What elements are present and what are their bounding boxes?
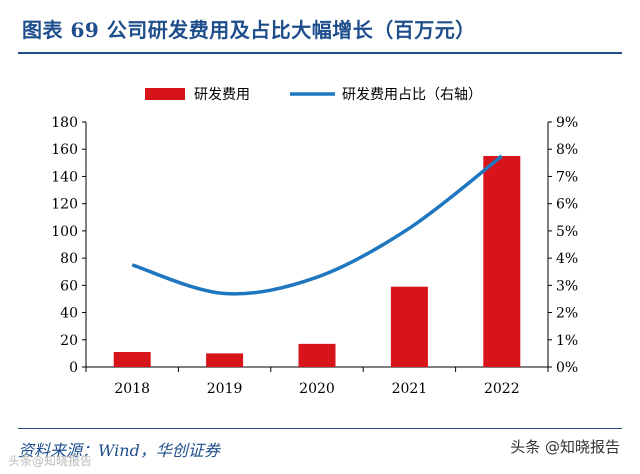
left-tick-label: 100 bbox=[51, 224, 78, 240]
legend-label-rd-ratio: 研发费用占比（右轴） bbox=[342, 87, 482, 103]
x-tick-label: 2022 bbox=[484, 381, 520, 397]
watermark-left: 头条@知晓报告 bbox=[8, 454, 93, 468]
right-tick-label: 8% bbox=[556, 142, 578, 158]
left-tick-label: 160 bbox=[51, 142, 78, 158]
right-tick-label: 3% bbox=[556, 278, 578, 294]
bar-2021 bbox=[390, 286, 428, 367]
left-tick-label: 40 bbox=[60, 306, 78, 322]
title-divider bbox=[18, 52, 622, 54]
x-tick-label: 2018 bbox=[114, 381, 150, 397]
left-tick-label: 0 bbox=[69, 360, 78, 376]
left-tick-label: 20 bbox=[60, 333, 78, 349]
left-tick-label: 180 bbox=[51, 115, 78, 131]
watermark: 头条 @知晓报告 bbox=[510, 438, 620, 456]
bar-2018 bbox=[113, 352, 151, 367]
footer-divider bbox=[18, 428, 622, 429]
bar-2022 bbox=[483, 156, 521, 367]
right-tick-label: 0% bbox=[556, 360, 578, 376]
ratio-line bbox=[131, 154, 503, 296]
chart: 0 20 40 60 80 100 120 140 160 180 0% 1% 2% 3% 4% 5% 6% 7%… bbox=[51, 87, 578, 397]
x-tick-label: 2019 bbox=[207, 381, 243, 397]
x-tick-label: 2020 bbox=[299, 381, 335, 397]
left-tick-label: 120 bbox=[51, 197, 78, 213]
right-tick-label: 1% bbox=[556, 333, 578, 349]
chart-title: 图表 69 公司研发费用及占比大幅增长（百万元） bbox=[22, 18, 476, 42]
right-tick-label: 9% bbox=[556, 115, 578, 131]
legend-swatch-rd-expense bbox=[145, 88, 185, 100]
left-tick-label: 60 bbox=[60, 278, 78, 294]
source-note: 资料来源：Wind，华创证券 bbox=[18, 441, 220, 460]
right-tick-label: 7% bbox=[556, 169, 578, 185]
right-tick-label: 6% bbox=[556, 197, 578, 213]
right-tick-label: 4% bbox=[556, 251, 578, 267]
right-tick-label: 5% bbox=[556, 224, 578, 240]
left-tick-label: 80 bbox=[60, 251, 78, 267]
title-bar: 图表 69 公司研发费用及占比大幅增长（百万元） bbox=[0, 0, 640, 56]
bar-2020 bbox=[298, 343, 336, 367]
left-tick-label: 140 bbox=[51, 169, 78, 185]
right-tick-label: 2% bbox=[556, 306, 578, 322]
legend-label-rd-expense: 研发费用 bbox=[194, 87, 250, 103]
x-tick-label: 2021 bbox=[392, 381, 428, 397]
bar-2019 bbox=[206, 353, 244, 367]
